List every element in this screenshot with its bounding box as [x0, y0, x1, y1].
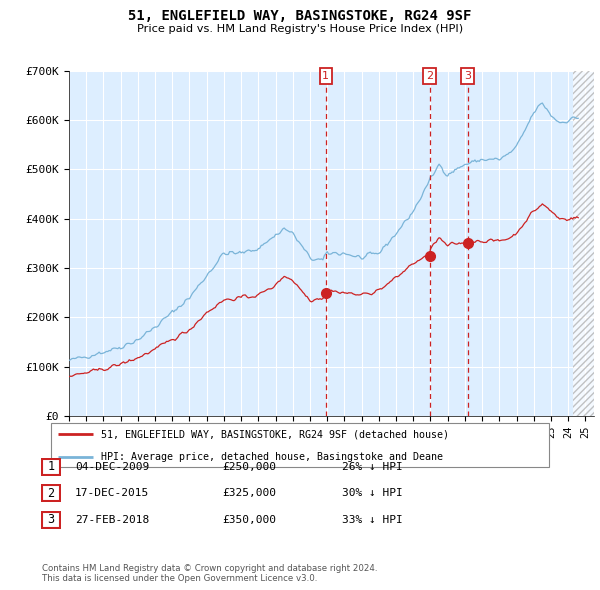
Text: 30% ↓ HPI: 30% ↓ HPI — [342, 489, 403, 498]
Text: £350,000: £350,000 — [222, 515, 276, 525]
Text: 33% ↓ HPI: 33% ↓ HPI — [342, 515, 403, 525]
Text: 17-DEC-2015: 17-DEC-2015 — [75, 489, 149, 498]
FancyBboxPatch shape — [50, 422, 550, 467]
FancyBboxPatch shape — [42, 485, 60, 502]
Text: 3: 3 — [47, 513, 55, 526]
FancyBboxPatch shape — [42, 459, 60, 474]
Text: 04-DEC-2009: 04-DEC-2009 — [75, 462, 149, 471]
Text: 27-FEB-2018: 27-FEB-2018 — [75, 515, 149, 525]
Text: 51, ENGLEFIELD WAY, BASINGSTOKE, RG24 9SF: 51, ENGLEFIELD WAY, BASINGSTOKE, RG24 9S… — [128, 9, 472, 23]
Text: Price paid vs. HM Land Registry's House Price Index (HPI): Price paid vs. HM Land Registry's House … — [137, 24, 463, 34]
Text: 2: 2 — [426, 71, 433, 81]
Text: HPI: Average price, detached house, Basingstoke and Deane: HPI: Average price, detached house, Basi… — [101, 452, 443, 462]
Text: 26% ↓ HPI: 26% ↓ HPI — [342, 462, 403, 471]
Text: 51, ENGLEFIELD WAY, BASINGSTOKE, RG24 9SF (detached house): 51, ENGLEFIELD WAY, BASINGSTOKE, RG24 9S… — [101, 429, 449, 439]
Text: 1: 1 — [322, 71, 329, 81]
Text: 1: 1 — [47, 460, 55, 473]
Text: 2: 2 — [47, 487, 55, 500]
Text: £325,000: £325,000 — [222, 489, 276, 498]
Text: £250,000: £250,000 — [222, 462, 276, 471]
Bar — [574, 71, 594, 416]
FancyBboxPatch shape — [42, 512, 60, 527]
Text: Contains HM Land Registry data © Crown copyright and database right 2024.
This d: Contains HM Land Registry data © Crown c… — [42, 563, 377, 583]
Text: 3: 3 — [464, 71, 471, 81]
